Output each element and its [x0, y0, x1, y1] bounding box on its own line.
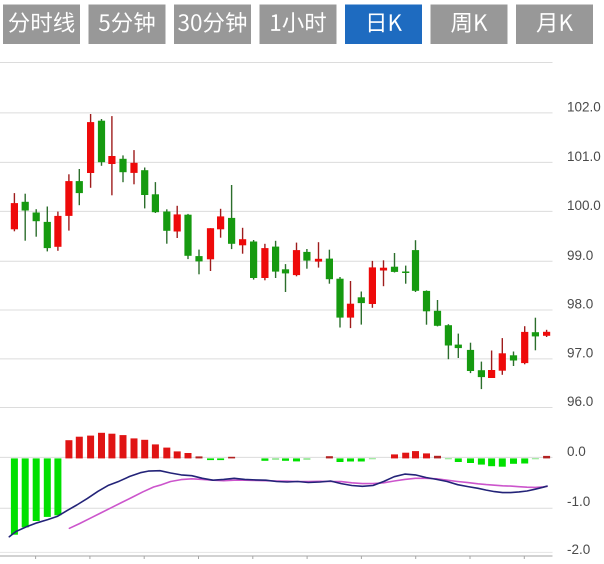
- svg-text:100.0: 100.0: [567, 198, 601, 213]
- svg-text:102.0: 102.0: [567, 100, 601, 115]
- svg-text:101.0: 101.0: [567, 149, 601, 164]
- svg-text:-2.0: -2.0: [567, 542, 590, 557]
- svg-text:0.0: 0.0: [567, 444, 586, 459]
- svg-text:97.0: 97.0: [567, 346, 593, 361]
- svg-text:-1.0: -1.0: [567, 494, 590, 509]
- svg-text:98.0: 98.0: [567, 297, 593, 312]
- svg-text:96.0: 96.0: [567, 394, 593, 409]
- svg-text:99.0: 99.0: [567, 248, 593, 263]
